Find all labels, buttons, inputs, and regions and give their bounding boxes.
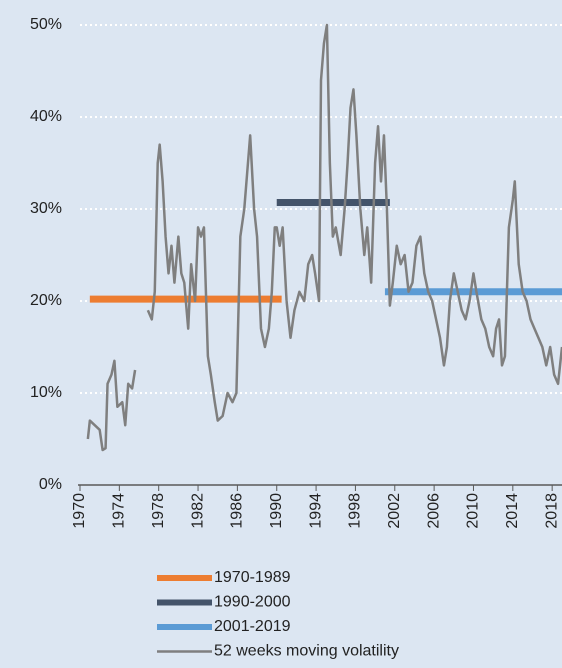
legend-label: 1970-1989: [214, 569, 291, 586]
y-tick-label: 20%: [30, 292, 62, 309]
y-tick-label: 50%: [30, 16, 62, 33]
series-line: [146, 23, 562, 422]
x-tick-label: 1982: [189, 493, 206, 529]
x-tick-label: 1986: [229, 493, 246, 529]
x-tick-label: 1994: [307, 493, 324, 529]
y-tick-label: 10%: [30, 384, 62, 401]
x-tick-label: 1990: [268, 493, 285, 529]
y-tick-label: 30%: [30, 200, 62, 217]
legend-label: 52 weeks moving volatility: [214, 643, 399, 660]
y-tick-label: 0%: [39, 476, 62, 493]
x-tick-label: 1970: [71, 493, 88, 529]
x-tick-label: 2014: [504, 493, 521, 529]
x-tick-label: 2010: [465, 493, 482, 529]
series-line: [86, 359, 137, 452]
x-tick-label: 1974: [111, 493, 128, 529]
x-tick-label: 1978: [150, 493, 167, 529]
y-tick-label: 40%: [30, 108, 62, 125]
x-tick-label: 2002: [386, 493, 403, 529]
x-tick-label: 1998: [347, 493, 364, 529]
x-tick-label: 2006: [425, 493, 442, 529]
legend-label: 2001-2019: [214, 618, 291, 635]
legend-label: 1990-2000: [214, 594, 291, 611]
x-tick-label: 2018: [543, 493, 560, 529]
